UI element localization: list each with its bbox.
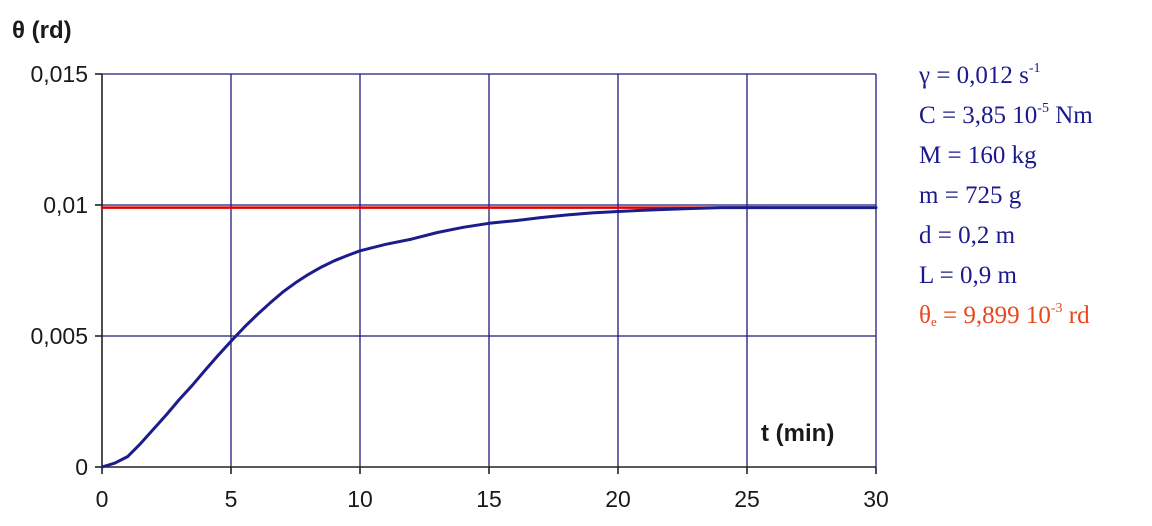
x-tick-label: 30 [863, 486, 889, 512]
param-value: = 725 g [938, 182, 1022, 209]
axes [95, 73, 877, 474]
param-value: = 0,9 m [933, 262, 1017, 289]
param-unit: Nm [1048, 102, 1093, 129]
y-tick-label: 0,005 [30, 323, 88, 349]
x-tick-label: 25 [734, 486, 760, 512]
param-unit: rd [1062, 302, 1090, 329]
x-tick-labels: 0 5 10 15 20 25 30 [96, 486, 889, 512]
series-group [100, 206, 878, 469]
y-axis-title: θ (rd) [12, 17, 72, 44]
param-name: L [919, 262, 934, 289]
x-tick-label: 15 [476, 486, 502, 512]
param-small-m: m = 725 g [919, 176, 1093, 216]
parameter-list: γ = 0,012 s-1 C = 3,85 10-5 Nm M = 160 k… [919, 56, 1093, 336]
series-line-theta [100, 206, 878, 469]
param-name: d [919, 222, 932, 249]
param-c: C = 3,85 10-5 Nm [919, 96, 1093, 136]
param-exponent: -1 [1028, 61, 1041, 76]
x-tick-label: 5 [225, 486, 238, 512]
gridlines [102, 73, 877, 467]
param-value: = 0,2 m [931, 222, 1016, 249]
param-value: = 9,899 10 [936, 302, 1051, 329]
param-name: C [919, 102, 936, 129]
y-tick-label: 0,015 [30, 61, 88, 87]
param-gamma: γ = 0,012 s-1 [919, 56, 1093, 96]
param-big-m: M = 160 kg [919, 136, 1093, 176]
param-name: m [919, 182, 939, 209]
x-axis-title: t (min) [761, 420, 834, 447]
param-exponent: -3 [1050, 301, 1063, 316]
y-tick-label: 0,01 [43, 192, 88, 218]
param-name: γ [919, 62, 931, 89]
param-value: = 3,85 10 [935, 102, 1038, 129]
param-theta-e: θe = 9,899 10-3 rd [919, 296, 1093, 336]
param-name: M [919, 142, 942, 169]
param-d: d = 0,2 m [919, 216, 1093, 256]
param-name: θ [919, 302, 931, 329]
param-value: = 160 kg [941, 142, 1037, 169]
y-tick-labels: 0 0,005 0,01 0,015 [30, 61, 88, 480]
param-value: = 0,012 s [930, 62, 1029, 89]
x-tick-label: 10 [347, 486, 373, 512]
param-l: L = 0,9 m [919, 256, 1093, 296]
param-subscript: e [930, 314, 937, 329]
y-tick-label: 0 [75, 454, 88, 480]
param-exponent: -5 [1037, 101, 1049, 116]
x-tick-label: 20 [605, 486, 631, 512]
chart: θ (rd) 0 0,005 0,01 0,015 0 5 10 15 20 25 30 t (m… [12, 17, 889, 512]
x-tick-label: 0 [96, 486, 109, 512]
